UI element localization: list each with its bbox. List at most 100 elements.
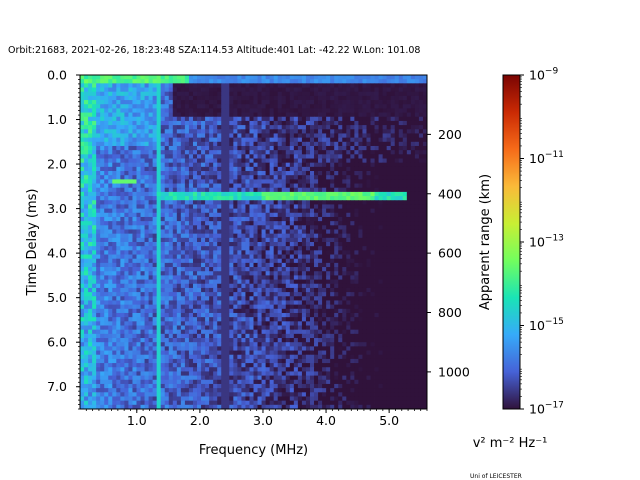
heatmap-cell — [112, 79, 117, 84]
heatmap-cell — [148, 83, 154, 88]
heatmap-cell — [156, 200, 162, 205]
heatmap-cell — [261, 100, 266, 105]
heatmap-cell — [366, 233, 371, 239]
heatmap-cell — [358, 162, 363, 168]
heatmap-cell — [209, 258, 214, 264]
heatmap-cell — [209, 304, 214, 310]
heatmap-cell — [309, 150, 315, 155]
heatmap-cell — [362, 79, 367, 84]
heatmap-cell — [213, 271, 218, 276]
heatmap-cell — [277, 137, 283, 143]
heatmap-cell — [120, 83, 125, 88]
heatmap-cell — [318, 200, 323, 205]
heatmap-cell — [350, 129, 355, 134]
heatmap-cell — [108, 237, 113, 243]
heatmap-cell — [257, 196, 262, 201]
heatmap-cell — [213, 279, 218, 285]
heatmap-cell — [390, 287, 396, 293]
heatmap-cell — [253, 275, 258, 280]
heatmap-cell — [326, 271, 331, 276]
heatmap-cell — [84, 212, 89, 218]
heatmap-cell — [354, 254, 359, 260]
heatmap-cell — [350, 296, 355, 301]
heatmap-cell — [326, 187, 331, 193]
heatmap-cell — [334, 225, 339, 230]
heatmap-cell — [402, 208, 408, 214]
heatmap-cell — [265, 187, 271, 193]
heatmap-cell — [116, 129, 121, 134]
heatmap-cell — [406, 287, 412, 293]
heatmap-cell — [112, 237, 117, 243]
heatmap-cell — [80, 154, 85, 159]
heatmap-cell — [330, 158, 335, 164]
heatmap-cell — [104, 166, 109, 172]
heatmap-cell — [152, 233, 158, 239]
heatmap-cell — [245, 158, 250, 164]
heatmap-cell — [164, 133, 170, 139]
heatmap-cell — [370, 200, 375, 205]
heatmap-cell — [225, 171, 230, 176]
heatmap-cell — [237, 200, 242, 205]
heatmap-cell — [326, 212, 331, 218]
heatmap-cell — [265, 137, 271, 143]
heatmap-cell — [144, 292, 149, 297]
heatmap-cell — [217, 312, 222, 318]
heatmap-cell — [128, 187, 133, 193]
heatmap-cell — [386, 183, 392, 189]
heatmap-cell — [96, 150, 101, 155]
heatmap-cell — [338, 208, 343, 214]
heatmap-cell — [225, 125, 230, 130]
heatmap-cell — [301, 262, 307, 268]
heatmap-cell — [128, 91, 133, 97]
heatmap-cell — [241, 254, 246, 260]
heatmap-cell — [164, 229, 170, 235]
heatmap-cell — [422, 100, 428, 105]
heatmap-cell — [241, 166, 246, 172]
heatmap-cell — [213, 108, 218, 113]
heatmap-cell — [386, 246, 392, 251]
heatmap-cell — [245, 216, 250, 222]
heatmap-cell — [152, 166, 158, 172]
heatmap-cell — [225, 100, 230, 105]
heatmap-cell — [370, 229, 375, 235]
heatmap-cell — [362, 141, 367, 147]
heatmap-cell — [261, 150, 266, 155]
heatmap-cell — [330, 283, 335, 289]
heatmap-cell — [382, 83, 388, 88]
heatmap-cell — [281, 79, 287, 84]
heatmap-cell — [277, 162, 283, 168]
heatmap-cell — [362, 162, 367, 168]
heatmap-cell — [160, 191, 166, 197]
heatmap-cell — [289, 87, 295, 93]
heatmap-cell — [410, 154, 416, 159]
heatmap-cell — [205, 129, 210, 134]
heatmap-cell — [338, 104, 343, 109]
heatmap-cell — [249, 283, 254, 289]
heatmap-cell — [221, 125, 226, 130]
heatmap-cell — [273, 267, 279, 272]
heatmap-cell — [269, 187, 275, 193]
heatmap-cell — [285, 166, 291, 172]
heatmap-cell — [418, 212, 424, 218]
heatmap-cell — [96, 237, 101, 243]
heatmap-cell — [301, 150, 307, 155]
heatmap-cell — [261, 187, 266, 193]
heatmap-cell — [140, 125, 145, 130]
heatmap-cell — [160, 150, 166, 155]
heatmap-cell — [273, 208, 279, 214]
heatmap-cell — [374, 125, 379, 130]
heatmap-cell — [293, 267, 299, 272]
heatmap-cell — [205, 296, 210, 301]
heatmap-cell — [394, 83, 400, 88]
heatmap-cell — [410, 267, 416, 272]
heatmap-cell — [297, 137, 303, 143]
heatmap-cell — [148, 129, 154, 134]
heatmap-cell — [358, 87, 363, 93]
heatmap-cell — [168, 254, 174, 260]
heatmap-cell — [205, 112, 210, 118]
heatmap-cell — [80, 83, 85, 88]
heatmap-cell — [92, 95, 97, 101]
heatmap-cell — [201, 254, 206, 260]
heatmap-cell — [88, 133, 93, 139]
heatmap-cell — [104, 254, 109, 260]
